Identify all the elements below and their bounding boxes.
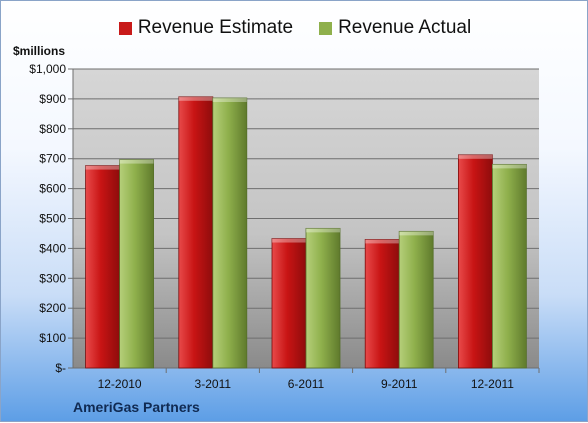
bar-estimate [271,238,307,369]
legend-label-estimate: Revenue Estimate [137,17,294,38]
bar-top-highlight [458,154,493,159]
bar-actual [305,227,341,369]
bar-top-highlight [365,239,400,244]
legend-item-actual: Revenue Actual [319,17,471,39]
bar-estimate [364,239,400,369]
legend-swatch-estimate [118,21,132,35]
x-tick-label: 12-2011 [471,377,514,391]
company-name: AmeriGas Partners [73,399,200,415]
y-tick-label: $200 [39,301,66,315]
y-tick-label: $400 [39,241,66,255]
bar-estimate [85,165,120,369]
y-tick-label: $300 [39,271,66,285]
x-tick-label: 6-2011 [288,377,325,391]
bar-actual [398,230,434,369]
legend-label-actual: Revenue Actual [338,17,472,38]
bar-actual [491,163,527,369]
legend-swatch-actual [319,21,333,35]
bar-top-highlight [119,159,154,164]
x-tick-label: 12-2010 [98,377,142,391]
y-tick-label: $900 [39,92,66,106]
bar-top-highlight [399,231,434,236]
y-tick-label: $- [55,361,66,375]
x-tick-label: 9-2011 [381,377,418,391]
y-tick-label: $1,000 [29,62,66,76]
bar-top-highlight [272,238,306,243]
legend: Revenue Estimate Revenue Actual [1,17,588,39]
bar-top-highlight [178,96,213,101]
bar-top-highlight [85,165,120,170]
y-tick-label: $700 [39,152,66,166]
bar-top-highlight [306,228,340,233]
bar-estimate [178,96,214,369]
y-axis-label: $millions [13,44,66,58]
x-tick-label: 3-2011 [195,377,232,391]
bar-top-highlight [492,164,527,169]
bar-estimate [457,154,493,369]
y-tick-label: $100 [39,331,66,345]
y-tick-label: $500 [39,212,66,226]
y-tick-label: $800 [39,122,66,136]
y-tick-label: $600 [39,182,66,196]
bar-top-highlight [212,98,247,103]
bar-actual [119,159,154,369]
bar-actual [212,97,248,369]
legend-item-estimate: Revenue Estimate [118,17,294,39]
